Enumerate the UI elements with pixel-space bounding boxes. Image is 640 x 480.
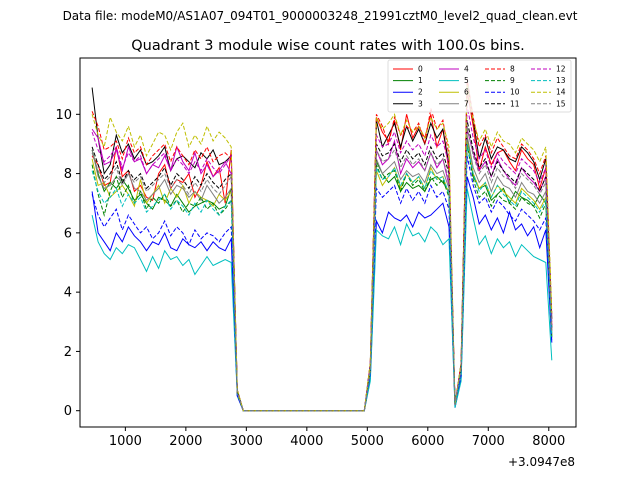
plot-area bbox=[91, 78, 553, 412]
series-line-15 bbox=[91, 126, 553, 412]
x-tick-label: 8000 bbox=[532, 434, 565, 449]
chart-title: Quadrant 3 module wise count rates with … bbox=[131, 38, 525, 54]
legend-label-7: 7 bbox=[464, 99, 469, 108]
series-line-2 bbox=[91, 176, 553, 412]
series-line-5 bbox=[91, 188, 553, 412]
y-tick-label: 8 bbox=[64, 167, 72, 182]
legend-label-3: 3 bbox=[418, 99, 423, 108]
series-line-14 bbox=[91, 84, 553, 412]
y-tick-label: 0 bbox=[64, 404, 72, 419]
x-tick-label: 6000 bbox=[411, 434, 444, 449]
y-tick-label: 10 bbox=[55, 108, 72, 123]
series-line-4 bbox=[91, 128, 553, 412]
x-tick-label: 7000 bbox=[472, 434, 505, 449]
legend-label-2: 2 bbox=[418, 88, 423, 97]
legend-label-4: 4 bbox=[464, 65, 469, 74]
legend-label-10: 10 bbox=[510, 88, 520, 97]
series-line-3 bbox=[91, 81, 553, 412]
legend-label-1: 1 bbox=[418, 76, 423, 85]
legend-label-13: 13 bbox=[556, 76, 566, 85]
legend-label-0: 0 bbox=[418, 65, 423, 74]
x-tick-label: 1000 bbox=[109, 434, 142, 449]
legend-label-14: 14 bbox=[556, 88, 566, 97]
figure-suptitle: Data file: modeM0/AS1A07_094T01_90000032… bbox=[63, 9, 578, 23]
series-line-12 bbox=[91, 105, 553, 412]
legend-label-11: 11 bbox=[510, 99, 520, 108]
legend-label-8: 8 bbox=[510, 65, 515, 74]
axis-ticks: 1000 2000 3000 4000 5000 6000 7000 8000 0 2 4 6 8 10 bbox=[55, 108, 565, 449]
series-line-8 bbox=[91, 78, 553, 412]
y-tick-label: 2 bbox=[64, 345, 72, 360]
legend-label-6: 6 bbox=[464, 88, 469, 97]
x-tick-label: 3000 bbox=[230, 434, 263, 449]
legend-label-12: 12 bbox=[556, 65, 566, 74]
legend-label-15: 15 bbox=[556, 99, 566, 108]
legend-frame bbox=[387, 59, 572, 113]
legend-label-9: 9 bbox=[510, 76, 515, 85]
x-tick-label: 2000 bbox=[169, 434, 202, 449]
x-tick-label: 4000 bbox=[290, 434, 323, 449]
y-tick-label: 4 bbox=[64, 286, 72, 301]
x-tick-label: 5000 bbox=[351, 434, 384, 449]
y-tick-label: 6 bbox=[64, 226, 72, 241]
legend-label-5: 5 bbox=[464, 76, 469, 85]
x-offset-label: +3.0947e8 bbox=[508, 455, 575, 469]
axes-frame bbox=[79, 57, 577, 428]
series-line-1 bbox=[91, 137, 553, 412]
series-line-0 bbox=[91, 90, 553, 412]
series-line-6 bbox=[91, 140, 553, 412]
